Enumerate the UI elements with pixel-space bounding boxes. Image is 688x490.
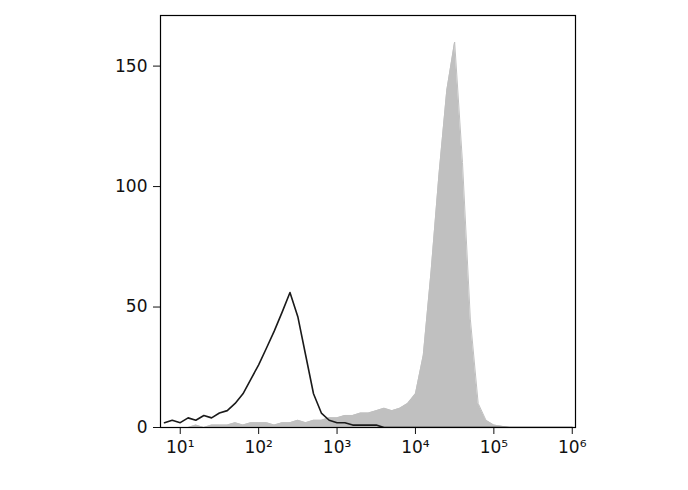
svg-text:10⁶: 10⁶ <box>558 437 587 457</box>
svg-text:150: 150 <box>115 56 147 76</box>
svg-text:10²: 10² <box>244 437 272 457</box>
svg-text:50: 50 <box>126 296 148 316</box>
svg-text:10⁵: 10⁵ <box>480 437 508 457</box>
svg-text:10⁴: 10⁴ <box>401 437 430 457</box>
svg-text:0: 0 <box>137 417 148 437</box>
svg-text:10³: 10³ <box>323 437 351 457</box>
svg-text:10¹: 10¹ <box>166 437 194 457</box>
svg-text:100: 100 <box>115 176 147 196</box>
